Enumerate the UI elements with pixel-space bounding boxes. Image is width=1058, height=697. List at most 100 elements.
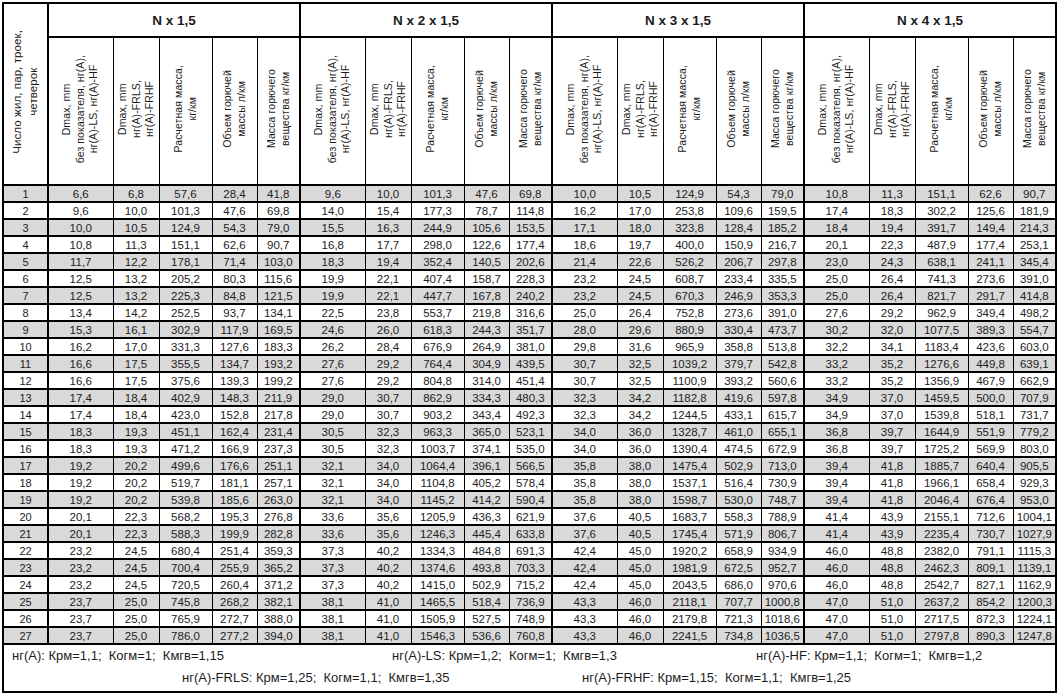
data-cell: 47,6	[212, 202, 257, 219]
data-cell: 42,4	[552, 559, 617, 576]
data-cell: 1374,6	[411, 559, 464, 576]
data-cell: 37,0	[869, 406, 915, 423]
data-cell: 16,1	[113, 321, 159, 338]
data-cell: 414,8	[1013, 287, 1056, 304]
data-cell: 101,3	[411, 185, 464, 202]
data-cell: 700,4	[159, 559, 212, 576]
data-cell: 500,0	[968, 389, 1013, 406]
data-cell: 1247,8	[1013, 627, 1056, 644]
data-cell: 1276,6	[915, 355, 968, 372]
group-header-nx3x1-5: N х 3 х 1,5	[552, 3, 804, 37]
data-cell: 872,3	[968, 610, 1013, 627]
data-cell: 963,3	[411, 423, 464, 440]
col-header-dmax-plain: Dmax, mm без показателя, нг(А), нг(А)-LS…	[300, 37, 365, 185]
data-cell: 686,0	[716, 576, 761, 593]
row-number-cell: 8	[3, 304, 48, 321]
data-cell: 30,5	[300, 423, 365, 440]
data-cell: 748,9	[509, 610, 552, 627]
row-number-cell: 23	[3, 559, 48, 576]
data-cell: 786,0	[159, 627, 212, 644]
footnote-ng-a-ls: нг(А)-LS: Крм=1,2; Когм=1; Кмгв=1,3	[392, 648, 617, 663]
data-cell: 1546,3	[411, 627, 464, 644]
data-cell: 731,7	[1013, 406, 1056, 423]
data-cell: 553,7	[411, 304, 464, 321]
data-cell: 47,0	[804, 627, 869, 644]
data-cell: 46,0	[617, 610, 663, 627]
data-cell: 15,3	[48, 321, 113, 338]
data-cell: 1100,9	[663, 372, 716, 389]
data-cell: 31,6	[617, 338, 663, 355]
data-cell: 205,2	[159, 270, 212, 287]
row-number-cell: 14	[3, 406, 48, 423]
data-cell: 10,5	[617, 185, 663, 202]
data-cell: 39,7	[869, 423, 915, 440]
table-row: 1518,319,3451,1162,4231,430,532,3963,336…	[3, 423, 1056, 440]
data-cell: 365,0	[464, 423, 509, 440]
data-cell: 13,2	[113, 287, 159, 304]
data-cell: 29,2	[365, 372, 411, 389]
data-cell: 37,6	[552, 525, 617, 542]
data-cell: 730,9	[761, 474, 804, 491]
data-cell: 16,8	[300, 236, 365, 253]
data-cell: 542,8	[761, 355, 804, 372]
data-cell: 148,3	[212, 389, 257, 406]
data-cell: 1505,9	[411, 610, 464, 627]
row-number-cell: 13	[3, 389, 48, 406]
data-cell: 114,8	[509, 202, 552, 219]
data-cell: 2046,4	[915, 491, 968, 508]
col-header-calc-mass: Расчетная масса, кг/км	[411, 37, 464, 185]
data-cell: 608,7	[663, 270, 716, 287]
data-cell: 2155,1	[915, 508, 968, 525]
table-row: 29,610,0101,347,669,814,015,4177,378,711…	[3, 202, 1056, 219]
data-cell: 140,5	[464, 253, 509, 270]
col-header-combustible-volume: Объем горючей массы л/км	[968, 37, 1013, 185]
data-cell: 28,4	[212, 185, 257, 202]
data-cell: 149,4	[968, 219, 1013, 236]
data-cell: 46,0	[804, 576, 869, 593]
data-cell: 640,4	[968, 457, 1013, 474]
data-cell: 219,8	[464, 304, 509, 321]
data-cell: 27,6	[300, 355, 365, 372]
data-cell: 185,2	[761, 219, 804, 236]
data-cell: 47,6	[464, 185, 509, 202]
data-cell: 42,4	[552, 542, 617, 559]
row-number-cell: 19	[3, 491, 48, 508]
data-cell: 40,5	[617, 508, 663, 525]
data-cell: 69,8	[257, 202, 300, 219]
data-cell: 1104,8	[411, 474, 464, 491]
data-cell: 304,9	[464, 355, 509, 372]
data-cell: 36,0	[617, 440, 663, 457]
data-cell: 445,4	[464, 525, 509, 542]
data-cell: 246,9	[716, 287, 761, 304]
data-cell: 1539,8	[915, 406, 968, 423]
data-cell: 43,3	[552, 593, 617, 610]
data-cell: 29,0	[300, 389, 365, 406]
data-cell: 365,2	[257, 559, 300, 576]
data-cell: 1224,1	[1013, 610, 1056, 627]
data-cell: 375,6	[159, 372, 212, 389]
data-cell: 124,9	[663, 185, 716, 202]
data-cell: 40,2	[365, 542, 411, 559]
data-cell: 578,4	[509, 474, 552, 491]
data-cell: 487,9	[915, 236, 968, 253]
data-cell: 36,8	[804, 423, 869, 440]
data-cell: 32,1	[300, 491, 365, 508]
data-cell: 34,9	[804, 406, 869, 423]
data-cell: 402,9	[159, 389, 212, 406]
data-cell: 20,1	[48, 508, 113, 525]
data-cell: 1981,9	[663, 559, 716, 576]
data-cell: 603,0	[1013, 338, 1056, 355]
data-cell: 352,4	[411, 253, 464, 270]
data-cell: 216,7	[761, 236, 804, 253]
data-cell: 929,3	[1013, 474, 1056, 491]
data-cell: 335,5	[761, 270, 804, 287]
data-cell: 28,4	[365, 338, 411, 355]
data-cell: 707,7	[716, 593, 761, 610]
data-cell: 480,3	[509, 389, 552, 406]
data-cell: 569,9	[968, 440, 1013, 457]
data-cell: 539,8	[159, 491, 212, 508]
data-cell: 15,4	[365, 202, 411, 219]
data-cell: 24,5	[617, 270, 663, 287]
data-cell: 391,0	[761, 304, 804, 321]
data-cell: 29,2	[869, 304, 915, 321]
